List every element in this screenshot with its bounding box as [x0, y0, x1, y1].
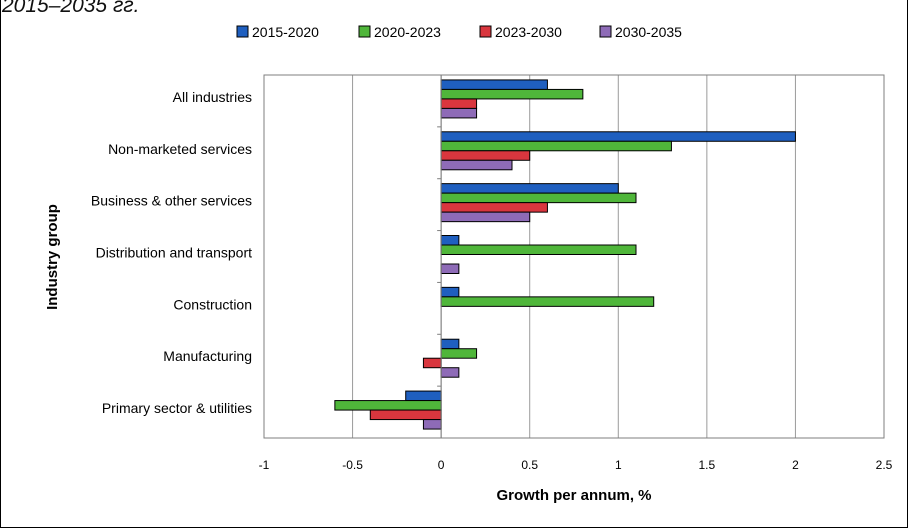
bar-2023-2030-5 — [422, 357, 442, 369]
plot-area-border — [263, 74, 885, 439]
x-tick-label: 1.5 — [699, 458, 716, 472]
bar-2020-2023-6 — [334, 400, 442, 411]
category-label: Construction — [173, 296, 252, 312]
gridlines — [263, 75, 885, 438]
x-axis-title: Growth per annum, % — [496, 487, 651, 504]
bars-group — [334, 74, 796, 439]
bar-2023-2030-0 — [440, 98, 478, 109]
category-label: Primary sector & utilities — [102, 400, 252, 416]
category-label: Non-marketed services — [108, 141, 252, 157]
bar-2020-2023-1 — [440, 140, 672, 152]
y-axis-title: Industry group — [44, 204, 61, 310]
bar-2030-2035-2 — [440, 211, 531, 223]
legend-swatch — [479, 25, 492, 38]
chart-caption: 2015–2035 гг. — [2, 0, 140, 17]
bar-2020-2023-4 — [440, 296, 655, 307]
x-tick-label: 2 — [792, 458, 799, 472]
x-tick-label: 2.5 — [876, 458, 893, 472]
bar-2015-2020-5 — [440, 338, 460, 350]
legend-swatch — [599, 25, 612, 38]
bar-2030-2035-6 — [422, 419, 442, 430]
category-label: Manufacturing — [163, 348, 252, 364]
bar-2015-2020-1 — [440, 131, 796, 142]
bar-2030-2035-0 — [440, 107, 478, 119]
category-labels: All industries Non-marketed services Busin… — [91, 89, 252, 416]
bar-2015-2020-6 — [405, 390, 442, 402]
x-tick-label: -0.5 — [342, 458, 363, 472]
legend-label: 2020-2023 — [374, 24, 441, 40]
bar-2015-2020-4 — [440, 286, 460, 298]
legend-label: 2023-2030 — [495, 24, 562, 40]
legend-label: 2015-2020 — [252, 24, 319, 40]
bar-2023-2030-1 — [440, 150, 531, 161]
x-tick-label: -1 — [259, 458, 270, 472]
x-tick-label: 1 — [615, 458, 622, 472]
x-tick-label: 0.5 — [521, 458, 538, 472]
x-tick-labels: -1 -0.5 0 0.5 1 1.5 2 2.5 — [259, 458, 893, 472]
bar-2020-2023-3 — [440, 244, 637, 255]
x-tick-label: 0 — [438, 458, 445, 472]
bar-2020-2023-5 — [440, 348, 478, 359]
category-label: Business & other services — [91, 193, 252, 209]
bar-2023-2030-2 — [440, 202, 548, 213]
legend-label: 2030-2035 — [615, 24, 682, 40]
bar-2015-2020-2 — [440, 183, 619, 194]
legend-swatch — [236, 25, 249, 38]
bar-2020-2023-2 — [440, 192, 637, 204]
bar-2030-2035-1 — [440, 159, 513, 171]
bar-2015-2020-0 — [440, 79, 548, 90]
category-label: All industries — [173, 89, 252, 105]
category-label: Distribution and transport — [96, 245, 253, 261]
bar-2020-2023-0 — [440, 88, 584, 100]
legend-swatch — [358, 25, 371, 38]
bar-2015-2020-3 — [440, 235, 460, 246]
legend: 2015-2020 2020-2023 2023-2030 2030-2035 — [236, 24, 682, 40]
bar-2030-2035-3 — [440, 263, 460, 274]
bar-2023-2030-6 — [369, 409, 442, 421]
bar-2030-2035-5 — [440, 367, 460, 378]
